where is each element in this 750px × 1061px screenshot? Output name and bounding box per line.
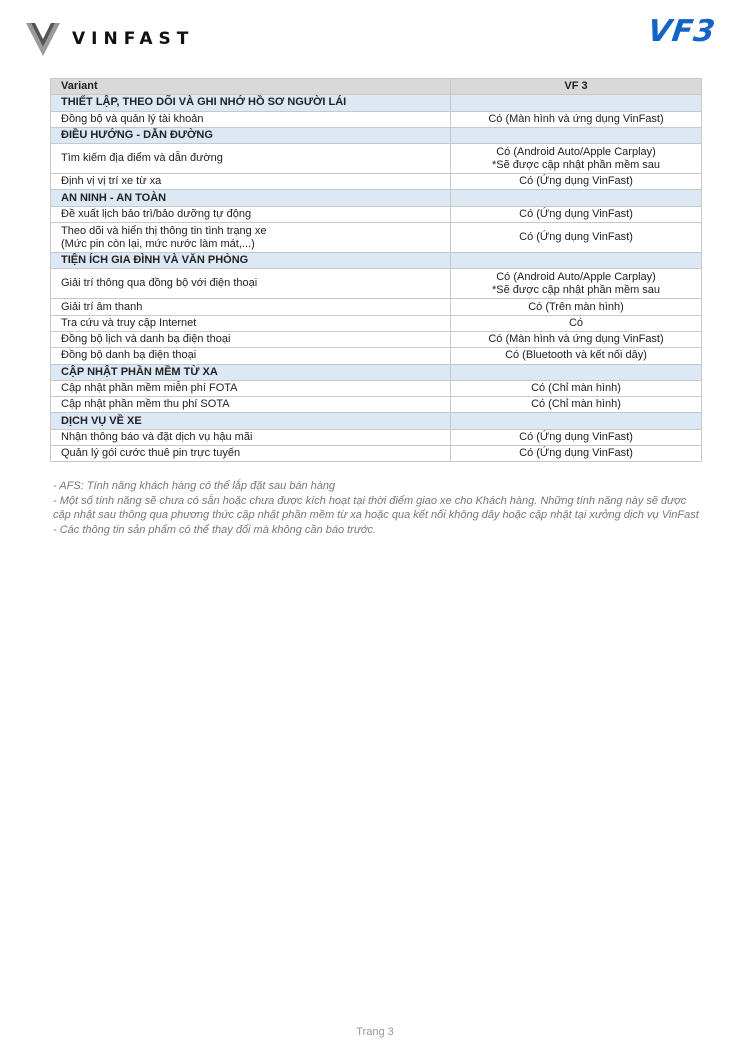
feature-value: [450, 94, 702, 112]
feature-name: Đồng bộ lịch và danh bạ điện thoại: [50, 330, 451, 349]
feature-value: Có (Android Auto/Apple Carplay) *Sẽ được …: [450, 268, 702, 300]
feature-value: [450, 252, 702, 270]
feature-value: Có: [450, 314, 702, 332]
feature-name: Đồng bộ danh bạ điện thoại: [50, 347, 451, 365]
vinfast-v-icon: [26, 23, 60, 56]
footnote: - AFS: Tính năng khách hàng có thể lắp đ…: [53, 480, 336, 492]
feature-value: Có (Ứng dụng VinFast): [450, 205, 702, 224]
feature-value: [450, 126, 702, 145]
footnote: - Các thông tin sản phẩm có thể thay đổi…: [53, 523, 377, 536]
table-row: Giải trí thông qua đồng bộ với điện thoạ…: [50, 268, 702, 300]
table-row: Định vị vị trí xe từ xa Có (Ứng dụng VinF…: [50, 173, 702, 191]
feature-value: Có (Chỉ màn hình): [450, 379, 702, 398]
feature-name: Giải trí thông qua đồng bộ với điện thoạ…: [50, 268, 451, 300]
table-row: Quản lý gói cước thuê pin trực tuyến Có (…: [50, 445, 702, 463]
feature-value: Có (Chỉ màn hình): [450, 396, 702, 414]
feature-name: Quản lý gói cước thuê pin trực tuyến: [50, 445, 451, 463]
feature-table: Variant VF 3 THIẾT LẬP, THEO DÕI VÀ GHI …: [50, 77, 702, 463]
table-row: Đồng bộ lịch và danh bạ điện thoại Có (Mà…: [50, 330, 702, 349]
feature-value: Có (Bluetooth và kết nối dây): [450, 347, 702, 365]
footnotes: - AFS: Tính năng khách hàng có thể lắp đ…: [53, 479, 703, 537]
feature-value: Có (Ứng dụng VinFast): [450, 173, 702, 191]
column-header-variant: Variant: [50, 77, 451, 96]
section-title: AN NINH - AN TOÀN: [50, 189, 451, 207]
feature-name: Giải trí âm thanh: [50, 298, 451, 316]
section-title: ĐIỀU HƯỚNG - DẪN ĐƯỜNG: [50, 126, 451, 145]
section-title: DỊCH VỤ VỀ XE: [50, 412, 451, 430]
table-header-row: Variant VF 3: [50, 77, 702, 96]
table-row: Theo dõi và hiển thị thông tin tình trạn…: [50, 222, 702, 254]
feature-name: Đồng bộ và quản lý tài khoản: [50, 110, 451, 128]
feature-value: Có (Ứng dụng VinFast): [450, 222, 702, 254]
feature-name: Tìm kiếm địa điểm và dẫn đường: [50, 143, 451, 175]
table-row: Giải trí âm thanh Có (Trên màn hình): [50, 298, 702, 316]
feature-value: Có (Màn hình và ứng dụng VinFast): [450, 110, 702, 128]
section-row: CẬP NHẬT PHẦN MỀM TỪ XA: [50, 363, 702, 381]
feature-value: Có (Ứng dụng VinFast): [450, 428, 702, 447]
table-row: Cập nhật phần mềm miễn phí FOTA Có (Chỉ m…: [50, 379, 702, 398]
feature-value: Có (Android Auto/Apple Carplay) *Sẽ được …: [450, 143, 702, 175]
table-row: Tìm kiếm địa điểm và dẫn đường Có (Androi…: [50, 143, 702, 175]
section-row: ĐIỀU HƯỚNG - DẪN ĐƯỜNG: [50, 126, 702, 145]
feature-name: Theo dõi và hiển thị thông tin tình trạn…: [50, 222, 451, 254]
feature-value: [450, 363, 702, 381]
feature-name: Đề xuất lịch bảo trì/bảo dưỡng tự động: [50, 205, 451, 224]
table-row: Tra cứu và truy cập Internet Có: [50, 314, 702, 332]
feature-name: Cập nhật phần mềm thu phí SOTA: [50, 396, 451, 414]
section-title: THIẾT LẬP, THEO DÕI VÀ GHI NHỚ HỒ SƠ NGƯ…: [50, 94, 451, 112]
section-row: AN NINH - AN TOÀN: [50, 189, 702, 207]
vinfast-logo: VINFAST: [24, 20, 194, 58]
table-row: Nhận thông báo và đặt dịch vụ hậu mãi Có …: [50, 428, 702, 447]
feature-value: Có (Trên màn hình): [450, 298, 702, 316]
feature-name: Nhận thông báo và đặt dịch vụ hậu mãi: [50, 428, 451, 447]
table-row: Cập nhật phần mềm thu phí SOTA Có (Chỉ mà…: [50, 396, 702, 414]
feature-name: Tra cứu và truy cập Internet: [50, 314, 451, 332]
section-title: TIỆN ÍCH GIA ĐÌNH VÀ VĂN PHÒNG: [50, 252, 451, 270]
table-row: Đề xuất lịch bảo trì/bảo dưỡng tự động Có…: [50, 205, 702, 224]
section-row: TIỆN ÍCH GIA ĐÌNH VÀ VĂN PHÒNG: [50, 252, 702, 270]
feature-value: Có (Màn hình và ứng dụng VinFast): [450, 330, 702, 349]
feature-name: Cập nhật phần mềm miễn phí FOTA: [50, 379, 451, 398]
model-logo: VF3: [645, 14, 719, 49]
section-row: THIẾT LẬP, THEO DÕI VÀ GHI NHỚ HỒ SƠ NGƯ…: [50, 94, 702, 112]
table-row: Đồng bộ danh bạ điện thoại Có (Bluetooth …: [50, 347, 702, 365]
footnote: - Một số tính năng sẽ chưa có sẵn hoặc c…: [53, 494, 699, 522]
table-row: Đồng bộ và quản lý tài khoản Có (Màn hình…: [50, 110, 702, 128]
page-number: Trang 3: [356, 1026, 394, 1038]
section-title: CẬP NHẬT PHẦN MỀM TỪ XA: [50, 363, 451, 381]
brand-name: VINFAST: [72, 29, 195, 49]
column-header-vf3: VF 3: [450, 77, 702, 96]
feature-name: Định vị vị trí xe từ xa: [50, 173, 451, 191]
feature-value: [450, 412, 702, 430]
feature-value: [450, 189, 702, 207]
feature-value: Có (Ứng dụng VinFast): [450, 445, 702, 463]
section-row: DỊCH VỤ VỀ XE: [50, 412, 702, 430]
